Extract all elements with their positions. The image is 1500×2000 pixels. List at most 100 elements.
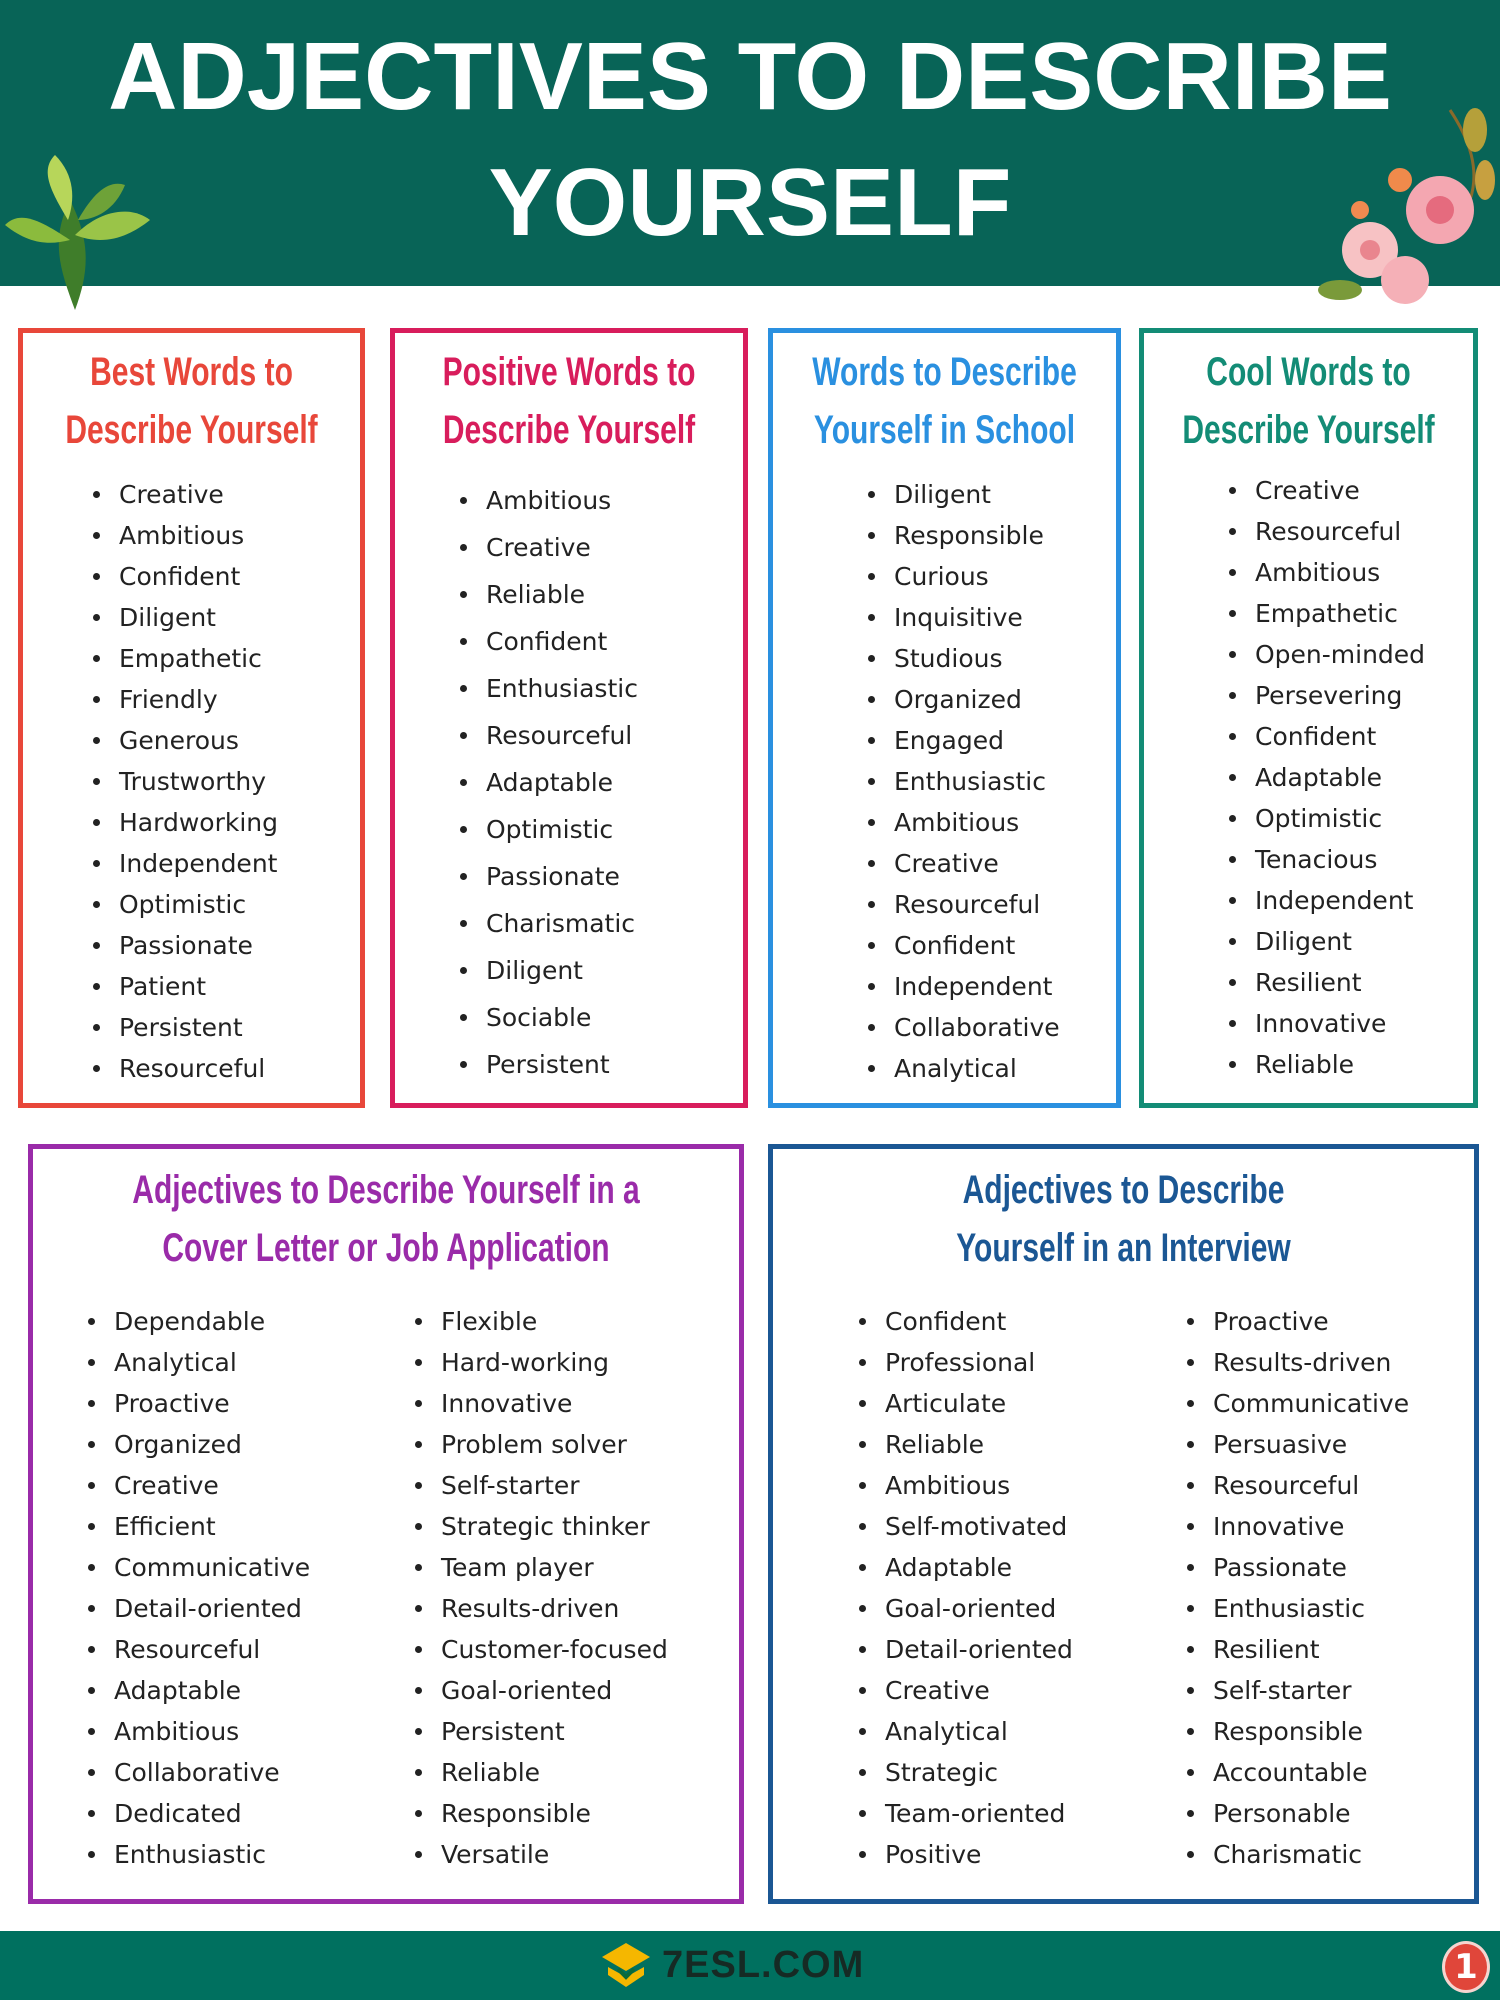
- list-item: Results-driven: [415, 1588, 668, 1629]
- box-title-line: Yourself in School: [813, 408, 1076, 452]
- list-item: Independent: [868, 966, 1060, 1007]
- list-item: Resourceful: [1229, 511, 1425, 552]
- list-item: Adaptable: [460, 759, 638, 806]
- box-title-line: Describe Yourself: [1182, 408, 1435, 452]
- list-item: Resilient: [1187, 1629, 1409, 1670]
- list-item: Passionate: [460, 853, 638, 900]
- list-item: Results-driven: [1187, 1342, 1409, 1383]
- positive-words-box: Positive Words to Describe Yourself Ambiti…: [390, 328, 748, 1108]
- list-item: Patient: [93, 966, 278, 1007]
- list-item: Reliable: [1229, 1044, 1425, 1085]
- list-item: Confident: [859, 1301, 1073, 1342]
- list-item: Team player: [415, 1547, 668, 1588]
- list-item: Responsible: [1187, 1711, 1409, 1752]
- box-title: Cool Words to Describe Yourself: [1110, 343, 1500, 459]
- list-item: Adaptable: [88, 1670, 310, 1711]
- interview-box: Adjectives to Describe Yourself in an Int…: [768, 1144, 1479, 1904]
- list-item: Accountable: [1187, 1752, 1409, 1793]
- list-item: Optimistic: [93, 884, 278, 925]
- list-item: Sociable: [460, 994, 638, 1041]
- list-item: Ambitious: [88, 1711, 310, 1752]
- list-item: Creative: [93, 474, 278, 515]
- word-list: Diligent Responsible Curious Inquisitive Stu…: [868, 474, 1060, 1089]
- list-item: Persevering: [1229, 675, 1425, 716]
- list-item: Dedicated: [88, 1793, 310, 1834]
- list-item: Organized: [868, 679, 1060, 720]
- list-item: Persuasive: [1187, 1424, 1409, 1465]
- list-item: Creative: [859, 1670, 1073, 1711]
- list-item: Enthusiastic: [868, 761, 1060, 802]
- list-item: Creative: [868, 843, 1060, 884]
- site-logo[interactable]: 7ESL.COM: [600, 1941, 864, 1989]
- list-item: Confident: [460, 618, 638, 665]
- box-title: Positive Words to Describe Yourself: [364, 343, 775, 459]
- box-title: Best Words to Describe Yourself: [0, 343, 393, 459]
- header-banner: ADJECTIVES TO DESCRIBE YOURSELF: [0, 0, 1500, 310]
- list-item: Reliable: [415, 1752, 668, 1793]
- list-item: Innovative: [415, 1383, 668, 1424]
- list-item: Independent: [93, 843, 278, 884]
- list-item: Persistent: [415, 1711, 668, 1752]
- footer-bar: 7ESL.COM 1: [0, 1931, 1500, 2000]
- list-item: Strategic: [859, 1752, 1073, 1793]
- list-item: Empathetic: [93, 638, 278, 679]
- list-item: Diligent: [868, 474, 1060, 515]
- list-item: Trustworthy: [93, 761, 278, 802]
- box-title: Adjectives to Describe Yourself in a Cove…: [46, 1161, 726, 1277]
- list-item: Dependable: [88, 1301, 310, 1342]
- list-item: Tenacious: [1229, 839, 1425, 880]
- box-title-line: Describe Yourself: [65, 408, 318, 452]
- list-item: Resilient: [1229, 962, 1425, 1003]
- list-item: Engaged: [868, 720, 1060, 761]
- list-item: Organized: [88, 1424, 310, 1465]
- list-item: Optimistic: [1229, 798, 1425, 839]
- list-item: Confident: [1229, 716, 1425, 757]
- list-item: Persistent: [460, 1041, 638, 1088]
- box-title: Adjectives to Describe Yourself in an Int…: [786, 1161, 1462, 1277]
- box-title-line: Words to Describe: [812, 350, 1077, 394]
- list-item: Ambitious: [1229, 552, 1425, 593]
- list-item: Responsible: [868, 515, 1060, 556]
- list-item: Open-minded: [1229, 634, 1425, 675]
- word-list: Creative Resourceful Ambitious Empathetic Op…: [1229, 470, 1425, 1085]
- list-item: Goal-oriented: [859, 1588, 1073, 1629]
- title-line-2: YOURSELF: [488, 149, 1012, 256]
- list-item: Communicative: [88, 1547, 310, 1588]
- list-item: Professional: [859, 1342, 1073, 1383]
- logo-text: 7ESL.COM: [662, 1943, 865, 1986]
- list-item: Creative: [460, 524, 638, 571]
- list-item: Diligent: [93, 597, 278, 638]
- list-item: Strategic thinker: [415, 1506, 668, 1547]
- list-item: Collaborative: [88, 1752, 310, 1793]
- list-item: Resourceful: [868, 884, 1060, 925]
- box-title: Words to Describe Yourself in School: [741, 343, 1148, 459]
- list-item: Adaptable: [859, 1547, 1073, 1588]
- cool-words-box: Cool Words to Describe Yourself Creative Re…: [1139, 328, 1478, 1108]
- list-item: Resourceful: [93, 1048, 278, 1089]
- list-item: Detail-oriented: [859, 1629, 1073, 1670]
- logo-graduation-icon: [602, 1943, 650, 1987]
- list-item: Charismatic: [1187, 1834, 1409, 1875]
- list-item: Detail-oriented: [88, 1588, 310, 1629]
- list-item: Hard-working: [415, 1342, 668, 1383]
- list-item: Ambitious: [868, 802, 1060, 843]
- list-item: Passionate: [93, 925, 278, 966]
- leaf-decoration-icon: [5, 155, 150, 310]
- box-title-line: Adjectives to Describe: [962, 1168, 1285, 1212]
- list-item: Ambitious: [859, 1465, 1073, 1506]
- list-item: Personable: [1187, 1793, 1409, 1834]
- list-item: Analytical: [868, 1048, 1060, 1089]
- list-item: Self-starter: [415, 1465, 668, 1506]
- list-item: Positive: [859, 1834, 1073, 1875]
- list-item: Proactive: [1187, 1301, 1409, 1342]
- list-item: Team-oriented: [859, 1793, 1073, 1834]
- page-number-badge: 1: [1442, 1941, 1490, 1993]
- list-item: Reliable: [460, 571, 638, 618]
- word-list: Creative Ambitious Confident Diligent Empath…: [93, 474, 278, 1089]
- list-item: Proactive: [88, 1383, 310, 1424]
- list-item: Curious: [868, 556, 1060, 597]
- list-item: Generous: [93, 720, 278, 761]
- box-title-line: Yourself in an Interview: [956, 1226, 1291, 1270]
- cover-letter-box: Adjectives to Describe Yourself in a Cove…: [28, 1144, 744, 1904]
- list-item: Confident: [93, 556, 278, 597]
